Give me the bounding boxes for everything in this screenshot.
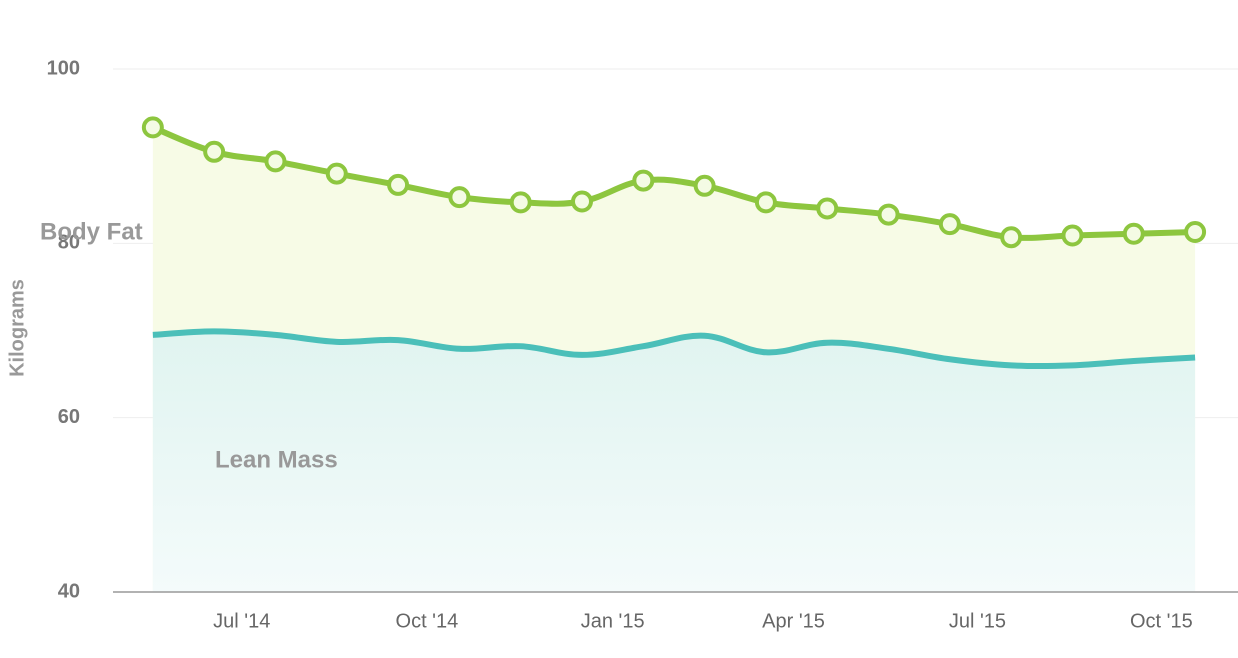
point	[203, 140, 226, 163]
x-tick-label: Jan '15	[581, 610, 645, 632]
series-label: Lean Mass	[215, 446, 338, 473]
x-tick-label: Apr '15	[762, 610, 825, 632]
point	[448, 186, 471, 209]
point	[571, 190, 594, 213]
point	[877, 203, 900, 226]
point	[141, 116, 164, 139]
y-tick-label: 60	[58, 406, 80, 428]
point	[387, 173, 410, 196]
x-tick-label: Oct '14	[396, 610, 459, 632]
y-tick-label: 100	[47, 57, 80, 79]
point	[1061, 224, 1084, 247]
point	[754, 191, 777, 214]
series-label: Body Fat	[40, 218, 143, 245]
point	[1122, 222, 1145, 245]
point	[1000, 226, 1023, 249]
x-tick-label: Jul '15	[949, 610, 1006, 632]
point	[632, 169, 655, 192]
point	[693, 174, 716, 197]
axes: 40 60 80 100 Jul '14 Oct '14 Jan '15 Apr '15 Jul…	[47, 57, 1238, 632]
y-tick-label: 40	[58, 580, 80, 602]
point	[816, 197, 839, 220]
point	[325, 162, 348, 185]
point	[264, 150, 287, 173]
plot-area	[141, 116, 1207, 592]
x-tick-label: Oct '15	[1130, 610, 1193, 632]
x-tick-label: Jul '14	[213, 610, 270, 632]
y-tick-label: 80	[58, 232, 80, 254]
y-axis-title: Kilograms	[6, 279, 28, 377]
line	[152, 328, 1196, 370]
point	[509, 191, 532, 214]
area	[152, 331, 1196, 592]
point	[1184, 221, 1207, 244]
point	[938, 213, 961, 236]
